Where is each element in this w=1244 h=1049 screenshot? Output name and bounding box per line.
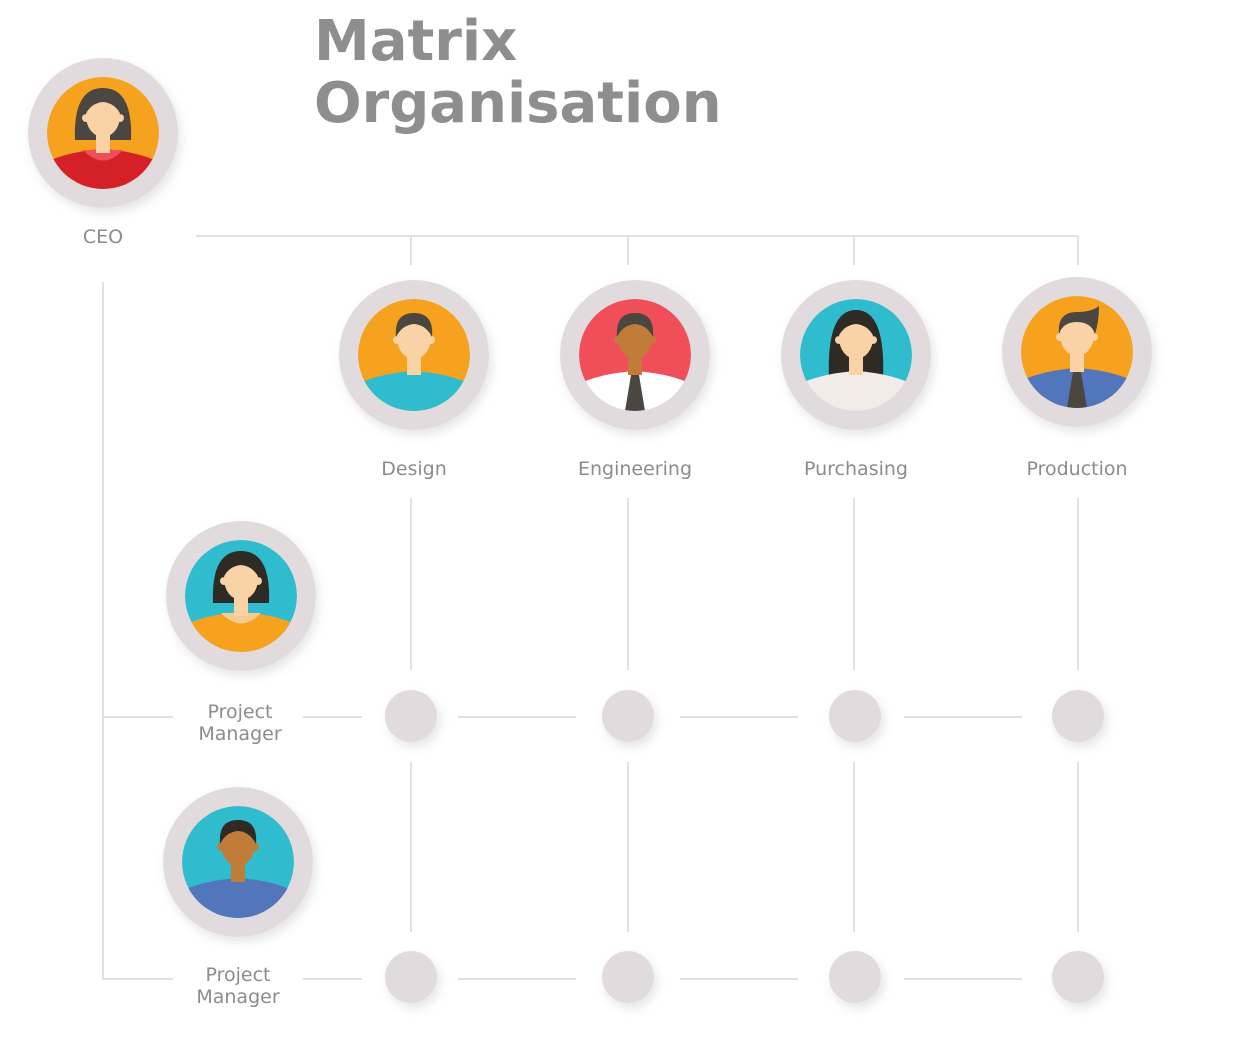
node-pm1-production bbox=[1052, 690, 1104, 742]
person-icon bbox=[185, 540, 297, 652]
project-manager-2-avatar bbox=[163, 787, 313, 937]
person-icon bbox=[47, 77, 159, 189]
tie-icon bbox=[625, 375, 645, 411]
department-label-purchasing: Purchasing bbox=[804, 458, 908, 480]
node-pm1-design bbox=[385, 690, 437, 742]
ceo-avatar bbox=[28, 58, 178, 208]
department-avatar-design bbox=[339, 280, 489, 430]
project-manager-2-label-line2: Manager bbox=[196, 986, 279, 1008]
node-pm2-engineering bbox=[602, 951, 654, 1003]
ceo-label: CEO bbox=[83, 226, 123, 248]
project-manager-1-avatar bbox=[166, 521, 316, 671]
node-pm2-production bbox=[1052, 951, 1104, 1003]
department-avatar-production bbox=[1002, 277, 1152, 427]
project-manager-1-label-line2: Manager bbox=[198, 723, 281, 745]
department-avatar-engineering bbox=[560, 280, 710, 430]
department-avatar-purchasing bbox=[781, 280, 931, 430]
intersection-nodes bbox=[385, 690, 1104, 1003]
department-label-design: Design bbox=[381, 458, 447, 480]
node-pm2-purchasing bbox=[829, 951, 881, 1003]
project-manager-1-label-line1: Project bbox=[207, 701, 272, 723]
title-line-2: Organisation bbox=[314, 71, 722, 136]
node-pm2-design bbox=[385, 951, 437, 1003]
node-pm1-engineering bbox=[602, 690, 654, 742]
node-pm1-purchasing bbox=[829, 690, 881, 742]
person-icon bbox=[182, 806, 294, 918]
connector-lines bbox=[102, 235, 1079, 980]
department-label-engineering: Engineering bbox=[578, 458, 692, 480]
title-line-1: Matrix bbox=[314, 9, 517, 74]
department-label-production: Production bbox=[1026, 458, 1127, 480]
project-manager-2-label-line1: Project bbox=[205, 964, 270, 986]
tie-icon bbox=[1067, 372, 1087, 408]
